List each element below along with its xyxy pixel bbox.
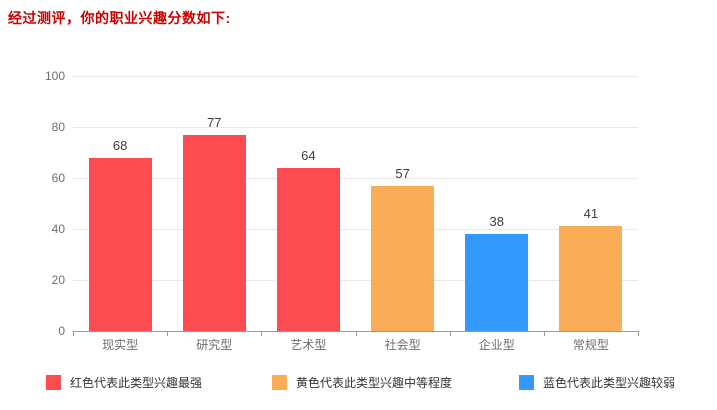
x-axis-tick <box>261 331 263 336</box>
legend-label-weak: 蓝色代表此类型兴趣较弱 <box>543 375 676 390</box>
x-axis-category-label: 现实型 <box>102 338 139 352</box>
gridline-20 <box>73 280 638 281</box>
x-axis-tick <box>73 331 74 336</box>
chart-legend: 红色代表此类型兴趣最强 黄色代表此类型兴趣中等程度 蓝色代表此类型兴趣较弱 <box>0 374 717 392</box>
y-axis-tick-label: 0 <box>58 324 65 338</box>
x-axis-category-label: 研究型 <box>196 338 233 352</box>
x-axis-category-label: 常规型 <box>572 338 609 352</box>
x-axis-category-label: 社会型 <box>384 338 421 352</box>
legend-label-medium: 黄色代表此类型兴趣中等程度 <box>296 375 453 390</box>
x-axis-tick <box>449 331 451 336</box>
x-axis-category-label: 企业型 <box>478 338 515 352</box>
x-axis-tick <box>638 331 639 336</box>
bar-value-label: 38 <box>489 214 504 230</box>
bar-社会型[interactable] <box>371 185 435 331</box>
y-axis-tick-label: 20 <box>51 273 65 287</box>
x-axis-tick <box>355 331 357 336</box>
x-axis-category-label: 艺术型 <box>290 338 327 352</box>
legend-item-strong[interactable]: 红色代表此类型兴趣最强 <box>46 374 202 390</box>
bar-value-label: 68 <box>112 137 128 153</box>
bar-研究型[interactable] <box>182 134 246 331</box>
legend-item-medium[interactable]: 黄色代表此类型兴趣中等程度 <box>272 374 452 390</box>
gridline-60 <box>73 178 638 179</box>
y-axis-tick-label: 60 <box>51 171 65 185</box>
legend-swatch-blue <box>519 374 534 390</box>
gridline-40 <box>73 229 638 230</box>
gridline-80 <box>73 127 638 128</box>
y-axis-tick-label: 100 <box>44 69 65 83</box>
bar-常规型[interactable] <box>559 226 623 331</box>
bar-艺术型[interactable] <box>276 167 340 331</box>
page-title: 经过测评，你的职业兴趣分数如下: <box>8 10 231 26</box>
bar-现实型[interactable] <box>88 157 152 331</box>
bar-value-label: 41 <box>583 206 599 222</box>
bar-企业型[interactable] <box>465 234 529 331</box>
y-axis-tick-label: 40 <box>51 222 65 236</box>
x-axis-tick <box>167 331 169 336</box>
bar-value-label: 77 <box>207 114 222 130</box>
gridline-100 <box>73 76 638 77</box>
legend-label-strong: 红色代表此类型兴趣最强 <box>70 375 203 390</box>
legend-swatch-red <box>46 374 61 390</box>
legend-swatch-yellow <box>272 374 287 390</box>
bar-value-label: 57 <box>395 165 410 181</box>
y-axis-tick-label: 80 <box>51 120 65 134</box>
bar-value-label: 64 <box>301 147 316 163</box>
legend-item-weak[interactable]: 蓝色代表此类型兴趣较弱 <box>519 374 675 390</box>
x-axis-tick <box>543 331 545 336</box>
